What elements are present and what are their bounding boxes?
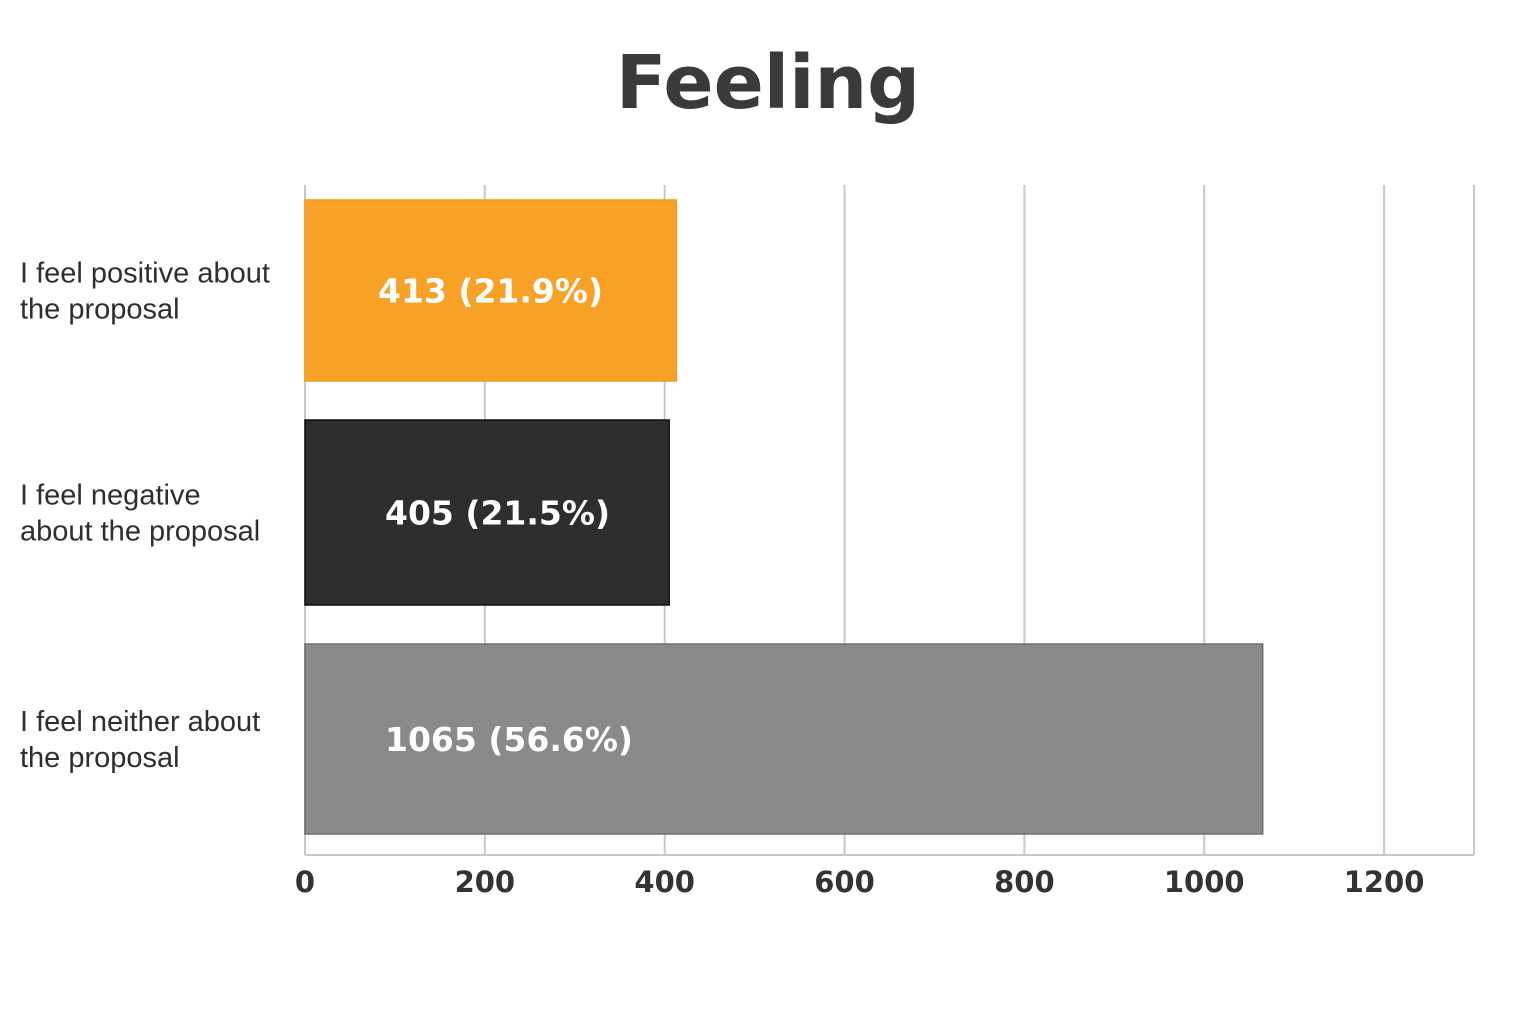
- bar-data-label: 1065 (56.6%): [385, 720, 633, 759]
- bar: [304, 643, 1264, 835]
- x-tick-labels: 0 200 400 600 800 1000 1200: [295, 865, 1425, 899]
- x-tick-label: 600: [814, 865, 875, 899]
- bar-data-label: 413 (21.9%): [378, 272, 603, 311]
- x-tick-label: 1000: [1164, 865, 1245, 899]
- category-labels: I feel positive about the proposal I feel …: [20, 258, 270, 775]
- x-tick-label: 800: [994, 865, 1055, 899]
- x-tick-label: 400: [634, 865, 695, 899]
- bar-data-label: 405 (21.5%): [385, 494, 610, 533]
- category-label: the proposal: [20, 742, 180, 774]
- chart-title: Feeling: [615, 40, 921, 126]
- category-label: I feel neither about: [20, 706, 260, 738]
- bar: [304, 199, 678, 382]
- category-label: the proposal: [20, 294, 180, 326]
- bars: 413 (21.9%) 405 (21.5%) 1065 (56.6%): [304, 199, 1264, 835]
- bar: [304, 419, 670, 606]
- x-tick-label: 1200: [1344, 865, 1425, 899]
- category-label: I feel positive about: [20, 258, 270, 290]
- category-label: about the proposal: [20, 516, 260, 548]
- x-tick-label: 200: [455, 865, 516, 899]
- x-tick-label: 0: [295, 865, 315, 899]
- category-label: I feel negative: [20, 480, 201, 512]
